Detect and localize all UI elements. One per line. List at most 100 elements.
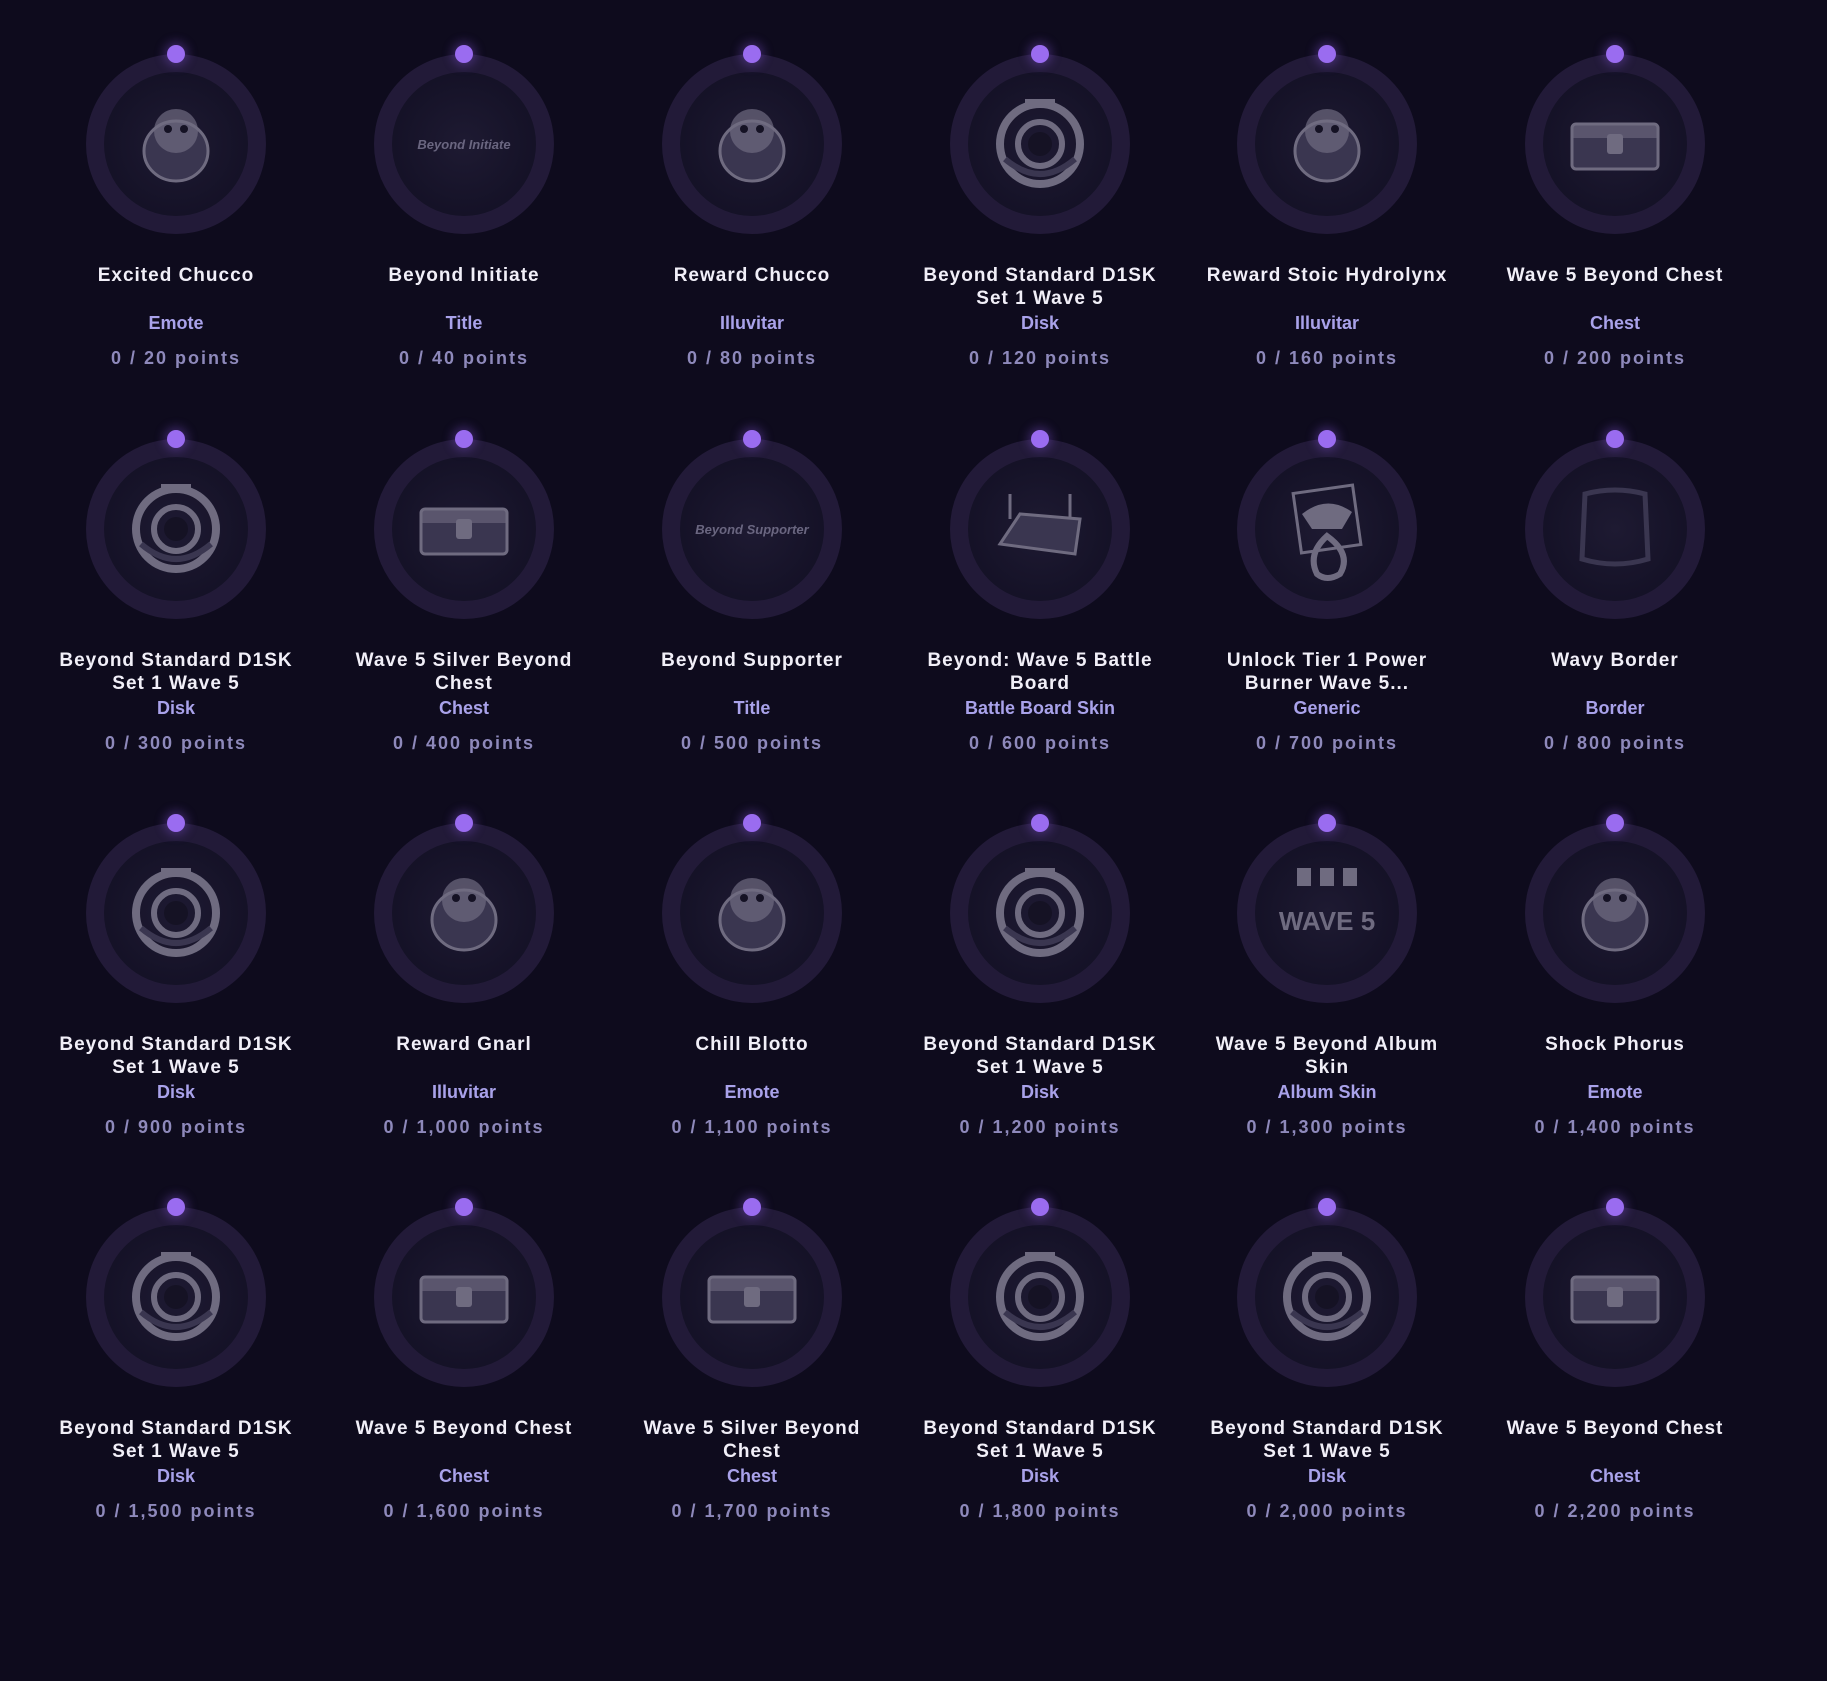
reward-info: Reward Gnarl Illuvitar 0 / 1,000 points bbox=[320, 1033, 608, 1138]
reward-progress-ring: WAVE 5 bbox=[1237, 814, 1417, 1003]
reward-info: Beyond Standard D1SK Set 1 Wave 5 Disk 0… bbox=[896, 1417, 1184, 1522]
progress-dot bbox=[1606, 814, 1624, 832]
reward-name: Wave 5 Beyond Chest bbox=[1506, 265, 1724, 286]
reward-name: Beyond Standard D1SK Set 1 Wave 5 bbox=[923, 265, 1157, 309]
reward-card[interactable]: Reward Stoic Hydrolynx Illuvitar 0 / 160… bbox=[1183, 45, 1471, 528]
reward-type: Illuvitar bbox=[719, 313, 785, 333]
progress-dot bbox=[1031, 1198, 1049, 1216]
reward-type: Chest bbox=[438, 698, 489, 718]
reward-points: 0 / 40 points bbox=[398, 348, 530, 368]
reward-image: Beyond Supporter bbox=[680, 457, 824, 601]
reward-card[interactable]: Unlock Tier 1 Power Burner Wave 5... Gen… bbox=[1183, 430, 1471, 913]
reward-type: Title bbox=[733, 698, 771, 718]
reward-card[interactable]: Beyond Standard D1SK Set 1 Wave 5 Disk 0… bbox=[32, 430, 320, 913]
reward-card[interactable]: Shock Phorus Emote 0 / 1,400 points bbox=[1471, 814, 1759, 1297]
reward-image bbox=[968, 1225, 1112, 1369]
reward-progress-ring: Beyond Supporter bbox=[662, 430, 842, 619]
reward-card[interactable]: Beyond Standard D1SK Set 1 Wave 5 Disk 0… bbox=[896, 814, 1184, 1297]
reward-points: 0 / 1,000 points bbox=[383, 1117, 545, 1137]
reward-name: Beyond Standard D1SK Set 1 Wave 5 bbox=[59, 650, 293, 694]
reward-card[interactable]: Wave 5 Silver Beyond Chest Chest 0 / 400… bbox=[320, 430, 608, 913]
reward-points: 0 / 900 points bbox=[104, 1117, 248, 1137]
reward-progress-ring bbox=[662, 45, 842, 234]
reward-card[interactable]: Beyond Supporter Beyond Supporter Title … bbox=[608, 430, 896, 913]
power-burner-icon bbox=[1291, 483, 1363, 581]
title-preview-text: Beyond Supporter bbox=[695, 521, 809, 537]
reward-name: Excited Chucco bbox=[97, 265, 255, 286]
disk-icon bbox=[996, 1252, 1084, 1341]
reward-type: Chest bbox=[1589, 313, 1640, 333]
progress-dot bbox=[167, 45, 185, 63]
reward-progress-ring bbox=[374, 814, 554, 1003]
reward-card[interactable]: Wave 5 Beyond Chest Chest 0 / 200 points bbox=[1471, 45, 1759, 528]
reward-points: 0 / 700 points bbox=[1255, 733, 1399, 753]
creature-icon bbox=[430, 878, 498, 952]
reward-points: 0 / 1,300 points bbox=[1246, 1117, 1408, 1137]
reward-image bbox=[104, 1225, 248, 1369]
reward-name: Reward Chucco bbox=[673, 265, 831, 286]
reward-card[interactable]: WAVE 5 Wave 5 Beyond Album Skin Album Sk… bbox=[1183, 814, 1471, 1297]
reward-card[interactable]: Beyond Standard D1SK Set 1 Wave 5 Disk 0… bbox=[896, 1198, 1184, 1681]
reward-card[interactable]: Excited Chucco Emote 0 / 20 points bbox=[32, 45, 320, 528]
reward-card[interactable]: Reward Gnarl Illuvitar 0 / 1,000 points bbox=[320, 814, 608, 1297]
reward-card[interactable]: Chill Blotto Emote 0 / 1,100 points bbox=[608, 814, 896, 1297]
progress-dot bbox=[1606, 45, 1624, 63]
reward-info: Beyond Standard D1SK Set 1 Wave 5 Disk 0… bbox=[896, 264, 1184, 369]
album-text: WAVE 5 bbox=[1279, 906, 1375, 936]
reward-card[interactable]: Wave 5 Beyond Chest Chest 0 / 2,200 poin… bbox=[1471, 1198, 1759, 1681]
progress-dot bbox=[1318, 430, 1336, 448]
reward-card[interactable]: Beyond Standard D1SK Set 1 Wave 5 Disk 0… bbox=[32, 1198, 320, 1681]
reward-image bbox=[104, 457, 248, 601]
reward-image bbox=[1543, 841, 1687, 985]
reward-image bbox=[392, 457, 536, 601]
reward-points: 0 / 80 points bbox=[686, 348, 818, 368]
reward-name: Chill Blotto bbox=[695, 1034, 809, 1055]
reward-card[interactable]: Beyond Standard D1SK Set 1 Wave 5 Disk 0… bbox=[32, 814, 320, 1297]
progress-dot bbox=[1031, 45, 1049, 63]
reward-image bbox=[680, 1225, 824, 1369]
reward-info: Beyond Standard D1SK Set 1 Wave 5 Disk 0… bbox=[32, 1033, 320, 1138]
reward-progress-ring bbox=[86, 814, 266, 1003]
reward-name: Shock Phorus bbox=[1545, 1034, 1685, 1055]
reward-progress-ring bbox=[1237, 1198, 1417, 1387]
reward-card[interactable]: Wave 5 Silver Beyond Chest Chest 0 / 1,7… bbox=[608, 1198, 896, 1681]
disk-icon bbox=[132, 1252, 220, 1341]
reward-type: Disk bbox=[156, 1466, 196, 1486]
progress-dot bbox=[1031, 814, 1049, 832]
reward-info: Shock Phorus Emote 0 / 1,400 points bbox=[1471, 1033, 1759, 1138]
reward-info: Wave 5 Beyond Chest Chest 0 / 1,600 poin… bbox=[320, 1417, 608, 1522]
progress-dot bbox=[1318, 45, 1336, 63]
chest-icon bbox=[419, 1275, 509, 1324]
reward-card[interactable]: Beyond Standard D1SK Set 1 Wave 5 Disk 0… bbox=[1183, 1198, 1471, 1681]
reward-image bbox=[392, 841, 536, 985]
reward-card[interactable]: Wave 5 Beyond Chest Chest 0 / 1,600 poin… bbox=[320, 1198, 608, 1681]
progress-dot bbox=[1318, 1198, 1336, 1216]
reward-progress-ring bbox=[374, 430, 554, 619]
progress-dot bbox=[743, 45, 761, 63]
reward-card[interactable]: Beyond Standard D1SK Set 1 Wave 5 Disk 0… bbox=[896, 45, 1184, 528]
reward-points: 0 / 20 points bbox=[110, 348, 242, 368]
reward-image bbox=[1255, 457, 1399, 601]
reward-type: Generic bbox=[1293, 698, 1361, 718]
reward-card[interactable]: Beyond Initiate Beyond Initiate Title 0 … bbox=[320, 45, 608, 528]
creature-icon bbox=[1581, 878, 1649, 952]
reward-points: 0 / 1,800 points bbox=[959, 1501, 1121, 1521]
reward-card[interactable]: Reward Chucco Illuvitar 0 / 80 points bbox=[608, 45, 896, 528]
progress-dot bbox=[455, 1198, 473, 1216]
reward-info: Wave 5 Silver Beyond Chest Chest 0 / 400… bbox=[320, 649, 608, 754]
reward-image bbox=[968, 72, 1112, 216]
reward-progress-ring bbox=[86, 430, 266, 619]
progress-dot bbox=[743, 814, 761, 832]
reward-card[interactable]: Beyond: Wave 5 Battle Board Battle Board… bbox=[896, 430, 1184, 913]
creature-icon bbox=[718, 878, 786, 952]
reward-info: Wave 5 Beyond Chest Chest 0 / 200 points bbox=[1471, 264, 1759, 369]
reward-points: 0 / 1,200 points bbox=[959, 1117, 1121, 1137]
reward-name: Beyond Standard D1SK Set 1 Wave 5 bbox=[923, 1034, 1157, 1078]
reward-name: Unlock Tier 1 Power Burner Wave 5... bbox=[1226, 650, 1428, 694]
reward-progress-ring bbox=[662, 1198, 842, 1387]
reward-info: Beyond Supporter Title 0 / 500 points bbox=[608, 649, 896, 754]
reward-name: Beyond Supporter bbox=[661, 650, 843, 671]
disk-icon bbox=[996, 868, 1084, 957]
reward-name: Wave 5 Silver Beyond Chest bbox=[643, 1418, 861, 1462]
reward-card[interactable]: Wavy Border Border 0 / 800 points bbox=[1471, 430, 1759, 913]
